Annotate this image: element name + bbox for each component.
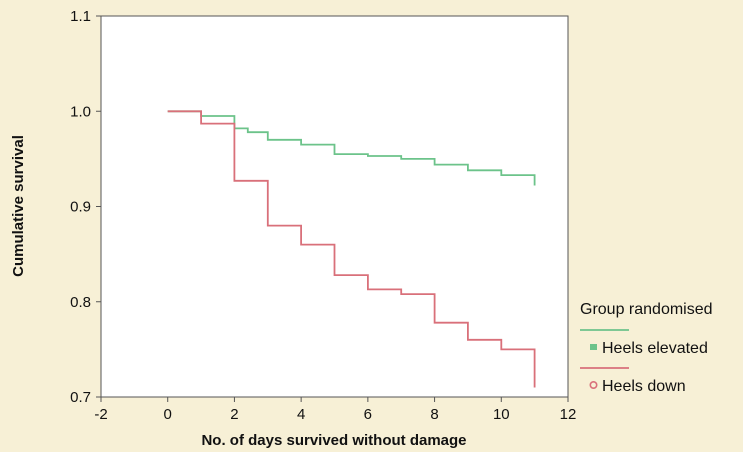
plot-area: [101, 16, 568, 397]
y-tick-label: 1.1: [70, 8, 91, 25]
x-tick-label: 12: [560, 406, 577, 423]
legend-label-heels-down: Heels down: [602, 378, 686, 395]
x-axis-title: No. of days survived without damage: [201, 432, 466, 449]
y-axis-title: Cumulative survival: [10, 135, 27, 277]
legend-marker-heels-elevated: [590, 344, 597, 350]
legend-marker-heels-down: [589, 380, 598, 389]
y-tick-label: 1.0: [70, 103, 91, 120]
x-tick-label: 0: [164, 406, 172, 423]
series-line-heels-down: [167, 110, 536, 388]
series-line-heels-elevated: [167, 110, 536, 186]
x-tick-label: 2: [230, 406, 238, 423]
x-tick-label: 4: [297, 406, 305, 423]
x-tick-label: 6: [364, 406, 372, 423]
y-tick-label: 0.9: [70, 199, 91, 216]
x-tick-label: -2: [94, 406, 107, 423]
series-layer: [167, 110, 536, 388]
y-tick-label: 0.7: [70, 389, 91, 406]
x-tick-label: 8: [430, 406, 438, 423]
legend-label-heels-elevated: Heels elevated: [602, 340, 708, 357]
y-tick-label: 0.8: [70, 294, 91, 311]
plot-background: [101, 16, 568, 397]
legend: Group randomised Heels elevated Heels dow…: [580, 301, 713, 395]
legend-items: Heels elevated Heels down: [580, 329, 708, 395]
x-tick-label: 10: [493, 406, 510, 423]
ticks-layer: -2 0 2 4 6 8 10 12 0.7 0.8 0.9 1.0 1.1: [70, 8, 576, 423]
legend-title: Group randomised: [580, 301, 713, 318]
